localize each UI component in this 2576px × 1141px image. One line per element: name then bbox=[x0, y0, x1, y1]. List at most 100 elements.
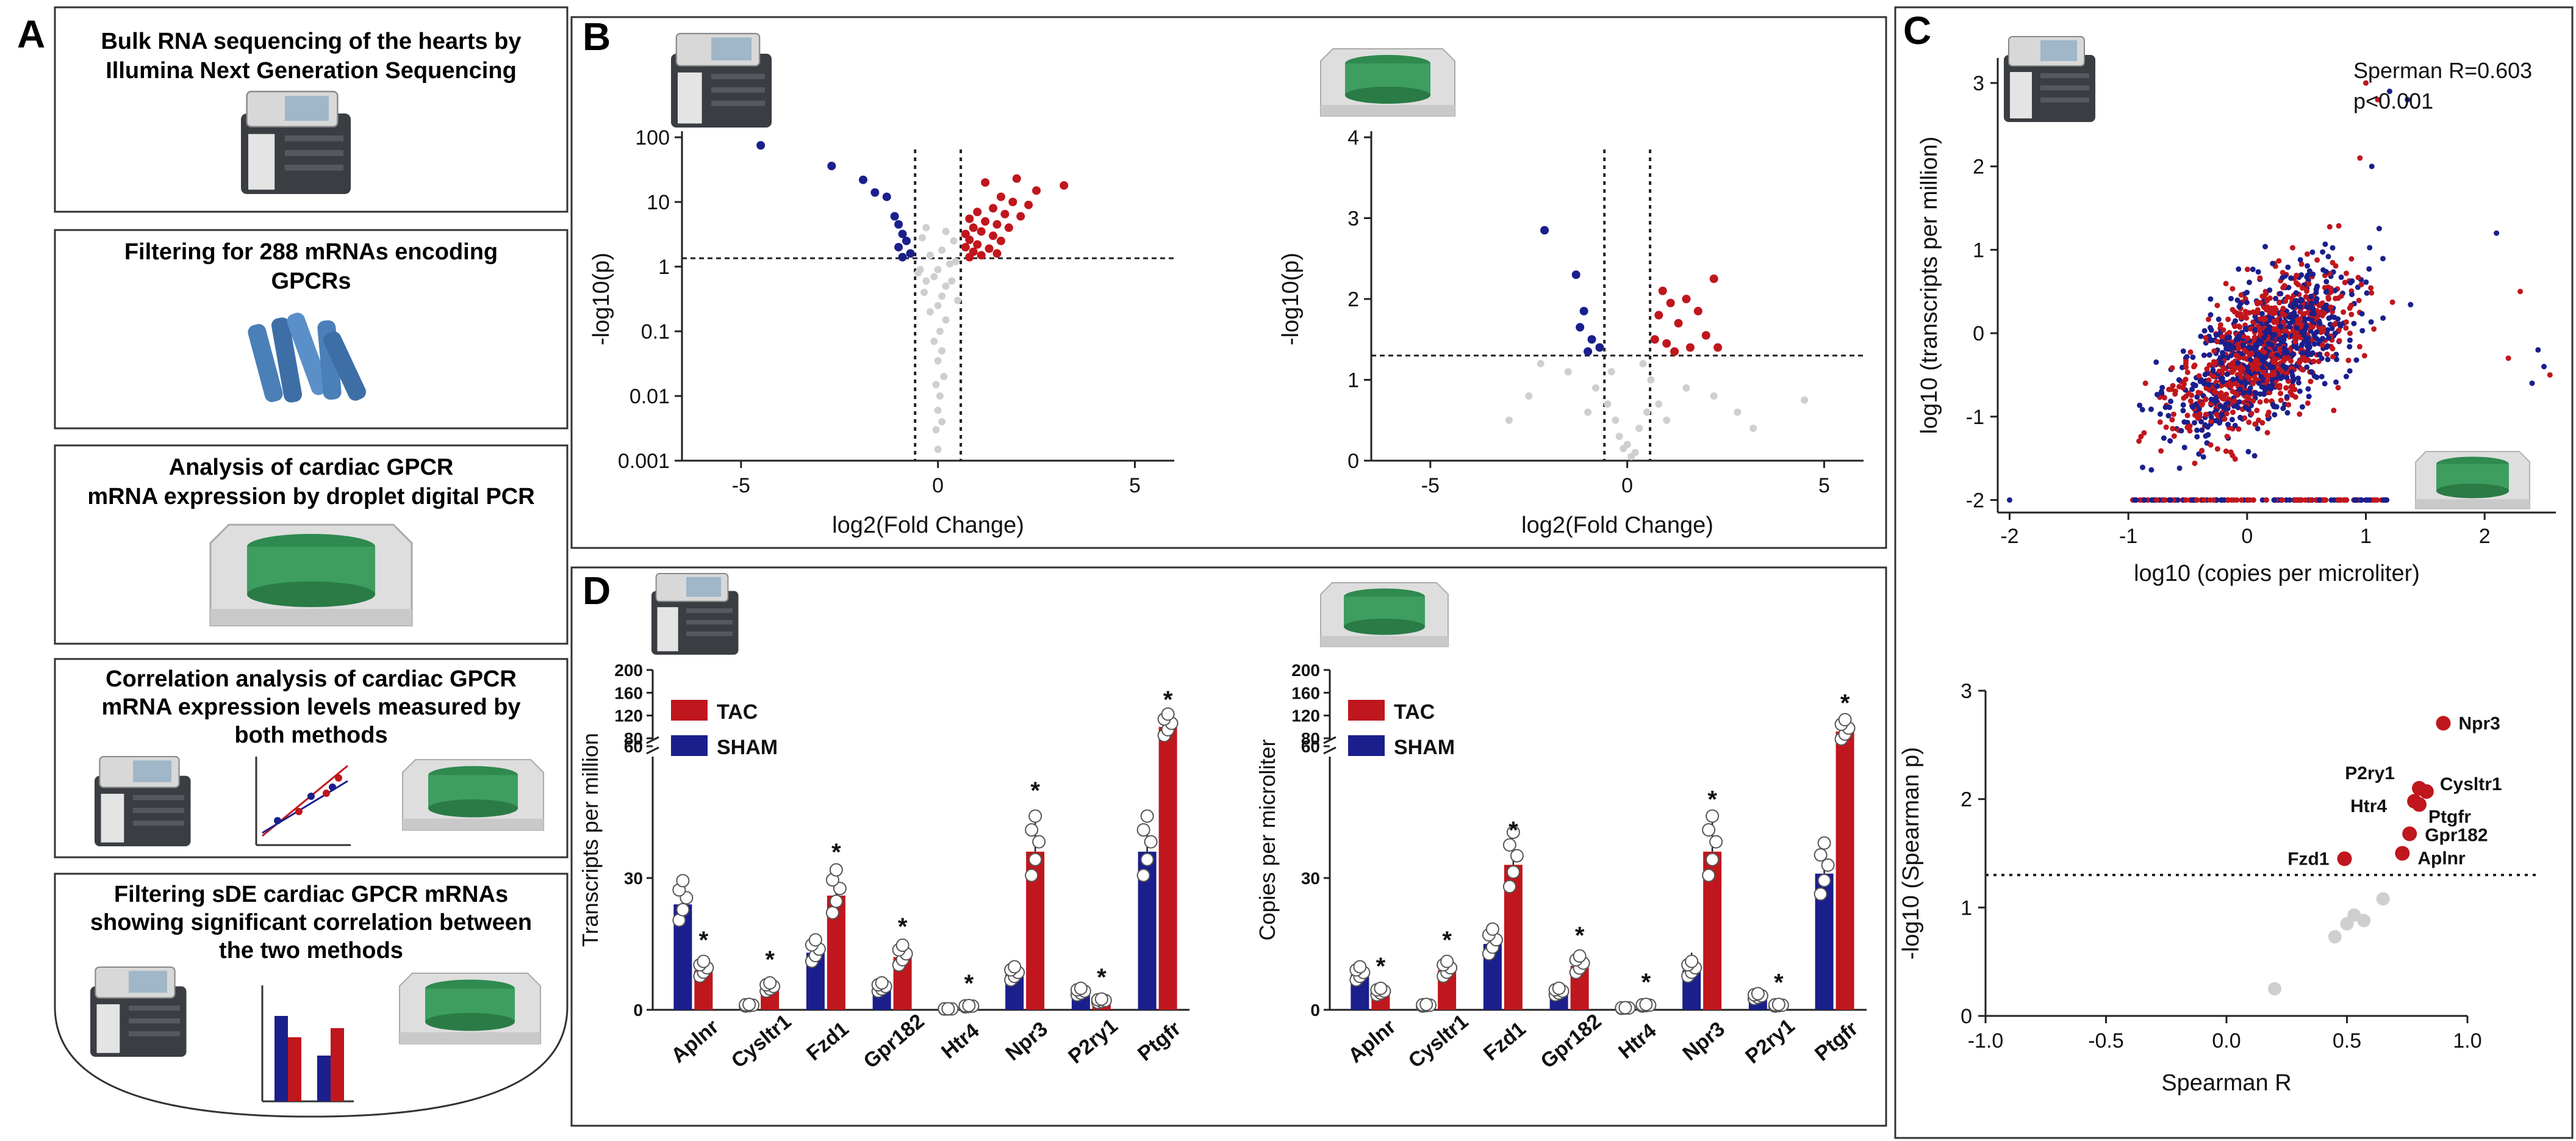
scatter-point bbox=[2222, 416, 2228, 422]
panel-letter-a: A bbox=[17, 12, 45, 56]
up-point bbox=[1674, 319, 1683, 328]
ns-point bbox=[1564, 368, 1572, 376]
scatter-point bbox=[2323, 304, 2330, 311]
down-point bbox=[1576, 323, 1585, 332]
workflow-step-5-line-3: the two methods bbox=[219, 938, 403, 963]
down-point bbox=[890, 212, 899, 221]
scatter-point bbox=[2408, 301, 2414, 308]
tac-replicate bbox=[1506, 825, 1520, 839]
gene-point-ptgfr bbox=[2412, 797, 2427, 812]
significance-star: * bbox=[1840, 690, 1850, 717]
significance-star: * bbox=[1509, 817, 1518, 844]
workflow-step-1-line-1: Bulk RNA sequencing of the hearts by bbox=[101, 29, 521, 54]
scatter-point bbox=[2326, 335, 2332, 341]
scatter-point bbox=[2180, 348, 2186, 355]
scatter-point bbox=[2276, 300, 2283, 306]
down-point bbox=[906, 249, 915, 258]
scatter-point bbox=[2313, 290, 2319, 296]
scatter-point bbox=[2236, 266, 2242, 272]
scatter-point bbox=[2225, 355, 2231, 361]
scatter-point bbox=[2308, 300, 2314, 306]
scatter-point bbox=[2224, 371, 2230, 377]
y-tick-label: 1 bbox=[1961, 896, 1972, 920]
ns-point bbox=[1655, 400, 1663, 408]
up-point bbox=[977, 251, 986, 260]
scatter-point bbox=[2270, 261, 2276, 267]
ns-point bbox=[1710, 392, 1718, 400]
scatter-point bbox=[2261, 359, 2267, 365]
scatter-point bbox=[2308, 369, 2314, 375]
scatter-point bbox=[2284, 410, 2291, 416]
outlier-point bbox=[2494, 230, 2500, 236]
significance-star: * bbox=[1575, 923, 1585, 949]
scatter-point bbox=[2183, 376, 2189, 383]
scatter-point bbox=[2157, 419, 2163, 425]
tac-replicate bbox=[829, 894, 843, 909]
scatter-point bbox=[2283, 364, 2289, 370]
scatter-point bbox=[2210, 367, 2216, 373]
scatter-point bbox=[2184, 412, 2190, 419]
scatter-point bbox=[2316, 309, 2322, 315]
y-tick-label: -2 bbox=[1966, 489, 1984, 512]
scatter-point bbox=[2257, 275, 2263, 281]
scatter-point bbox=[2278, 290, 2284, 297]
scatter-point bbox=[2201, 328, 2208, 334]
scatter-point bbox=[2272, 356, 2278, 362]
ns-point bbox=[1749, 425, 1757, 432]
scatter-point bbox=[2211, 348, 2217, 354]
scatter-point bbox=[2283, 328, 2289, 334]
scatter-point bbox=[2184, 354, 2190, 360]
ns-point bbox=[1639, 360, 1647, 367]
scatter-point bbox=[2348, 311, 2355, 317]
scatter-point bbox=[2290, 351, 2296, 358]
x-tick-label: -5 bbox=[1421, 474, 1440, 497]
scatter-point bbox=[2136, 438, 2142, 444]
workflow-step-1-line-2: Illumina Next Generation Sequencing bbox=[106, 58, 517, 84]
scatter-point bbox=[2240, 366, 2246, 372]
scatter-point bbox=[2233, 336, 2239, 342]
y-tick-label: 0 bbox=[1347, 450, 1359, 473]
scatter-point bbox=[2190, 354, 2196, 360]
tac-replicate bbox=[1771, 998, 1785, 1012]
scatter-point bbox=[2197, 414, 2203, 420]
scatter-point bbox=[2141, 430, 2147, 436]
floor-point bbox=[2328, 497, 2334, 503]
gene-label-p2ry1: P2ry1 bbox=[2345, 763, 2395, 783]
floor-point bbox=[2231, 497, 2237, 503]
floor-point bbox=[2201, 497, 2207, 503]
scatter-point bbox=[2371, 326, 2377, 332]
ns-point bbox=[2268, 982, 2281, 996]
up-point bbox=[1701, 331, 1710, 340]
scatter-point bbox=[2305, 348, 2311, 355]
down-point bbox=[898, 229, 907, 239]
scatter-point bbox=[2208, 414, 2214, 420]
scatter-point bbox=[2223, 448, 2229, 455]
scatter-point bbox=[2214, 446, 2220, 452]
down-point bbox=[1587, 335, 1596, 344]
tac-replicate bbox=[825, 905, 839, 920]
floor-point bbox=[2142, 497, 2148, 503]
scatter-point bbox=[2257, 391, 2263, 397]
sham-replicate bbox=[1074, 981, 1088, 995]
floor-point bbox=[2194, 497, 2200, 503]
scatter-point bbox=[2329, 325, 2335, 331]
floor-point bbox=[2344, 497, 2350, 503]
floor-point bbox=[2006, 497, 2012, 503]
scatter-point bbox=[2292, 339, 2298, 345]
outlier-point bbox=[2535, 347, 2541, 353]
scatter-point bbox=[2267, 295, 2273, 301]
sequencer-icon-bottom bbox=[89, 966, 187, 1058]
category-label-ptgfr: Ptgfr bbox=[1133, 1017, 1185, 1066]
scatter-point bbox=[2230, 452, 2236, 458]
tac-replicate bbox=[1161, 707, 1175, 721]
up-point bbox=[992, 249, 1002, 258]
scatter-point bbox=[2380, 256, 2386, 262]
scatter-point bbox=[2256, 380, 2262, 386]
scatter-point bbox=[2351, 320, 2357, 326]
scatter-point bbox=[2196, 373, 2202, 379]
scatter-point bbox=[2190, 381, 2197, 387]
scatter-point bbox=[2170, 411, 2176, 417]
scatter-point bbox=[2297, 304, 2303, 310]
scatter-point bbox=[2327, 224, 2333, 230]
y-tick-label: 0.001 bbox=[618, 450, 670, 473]
